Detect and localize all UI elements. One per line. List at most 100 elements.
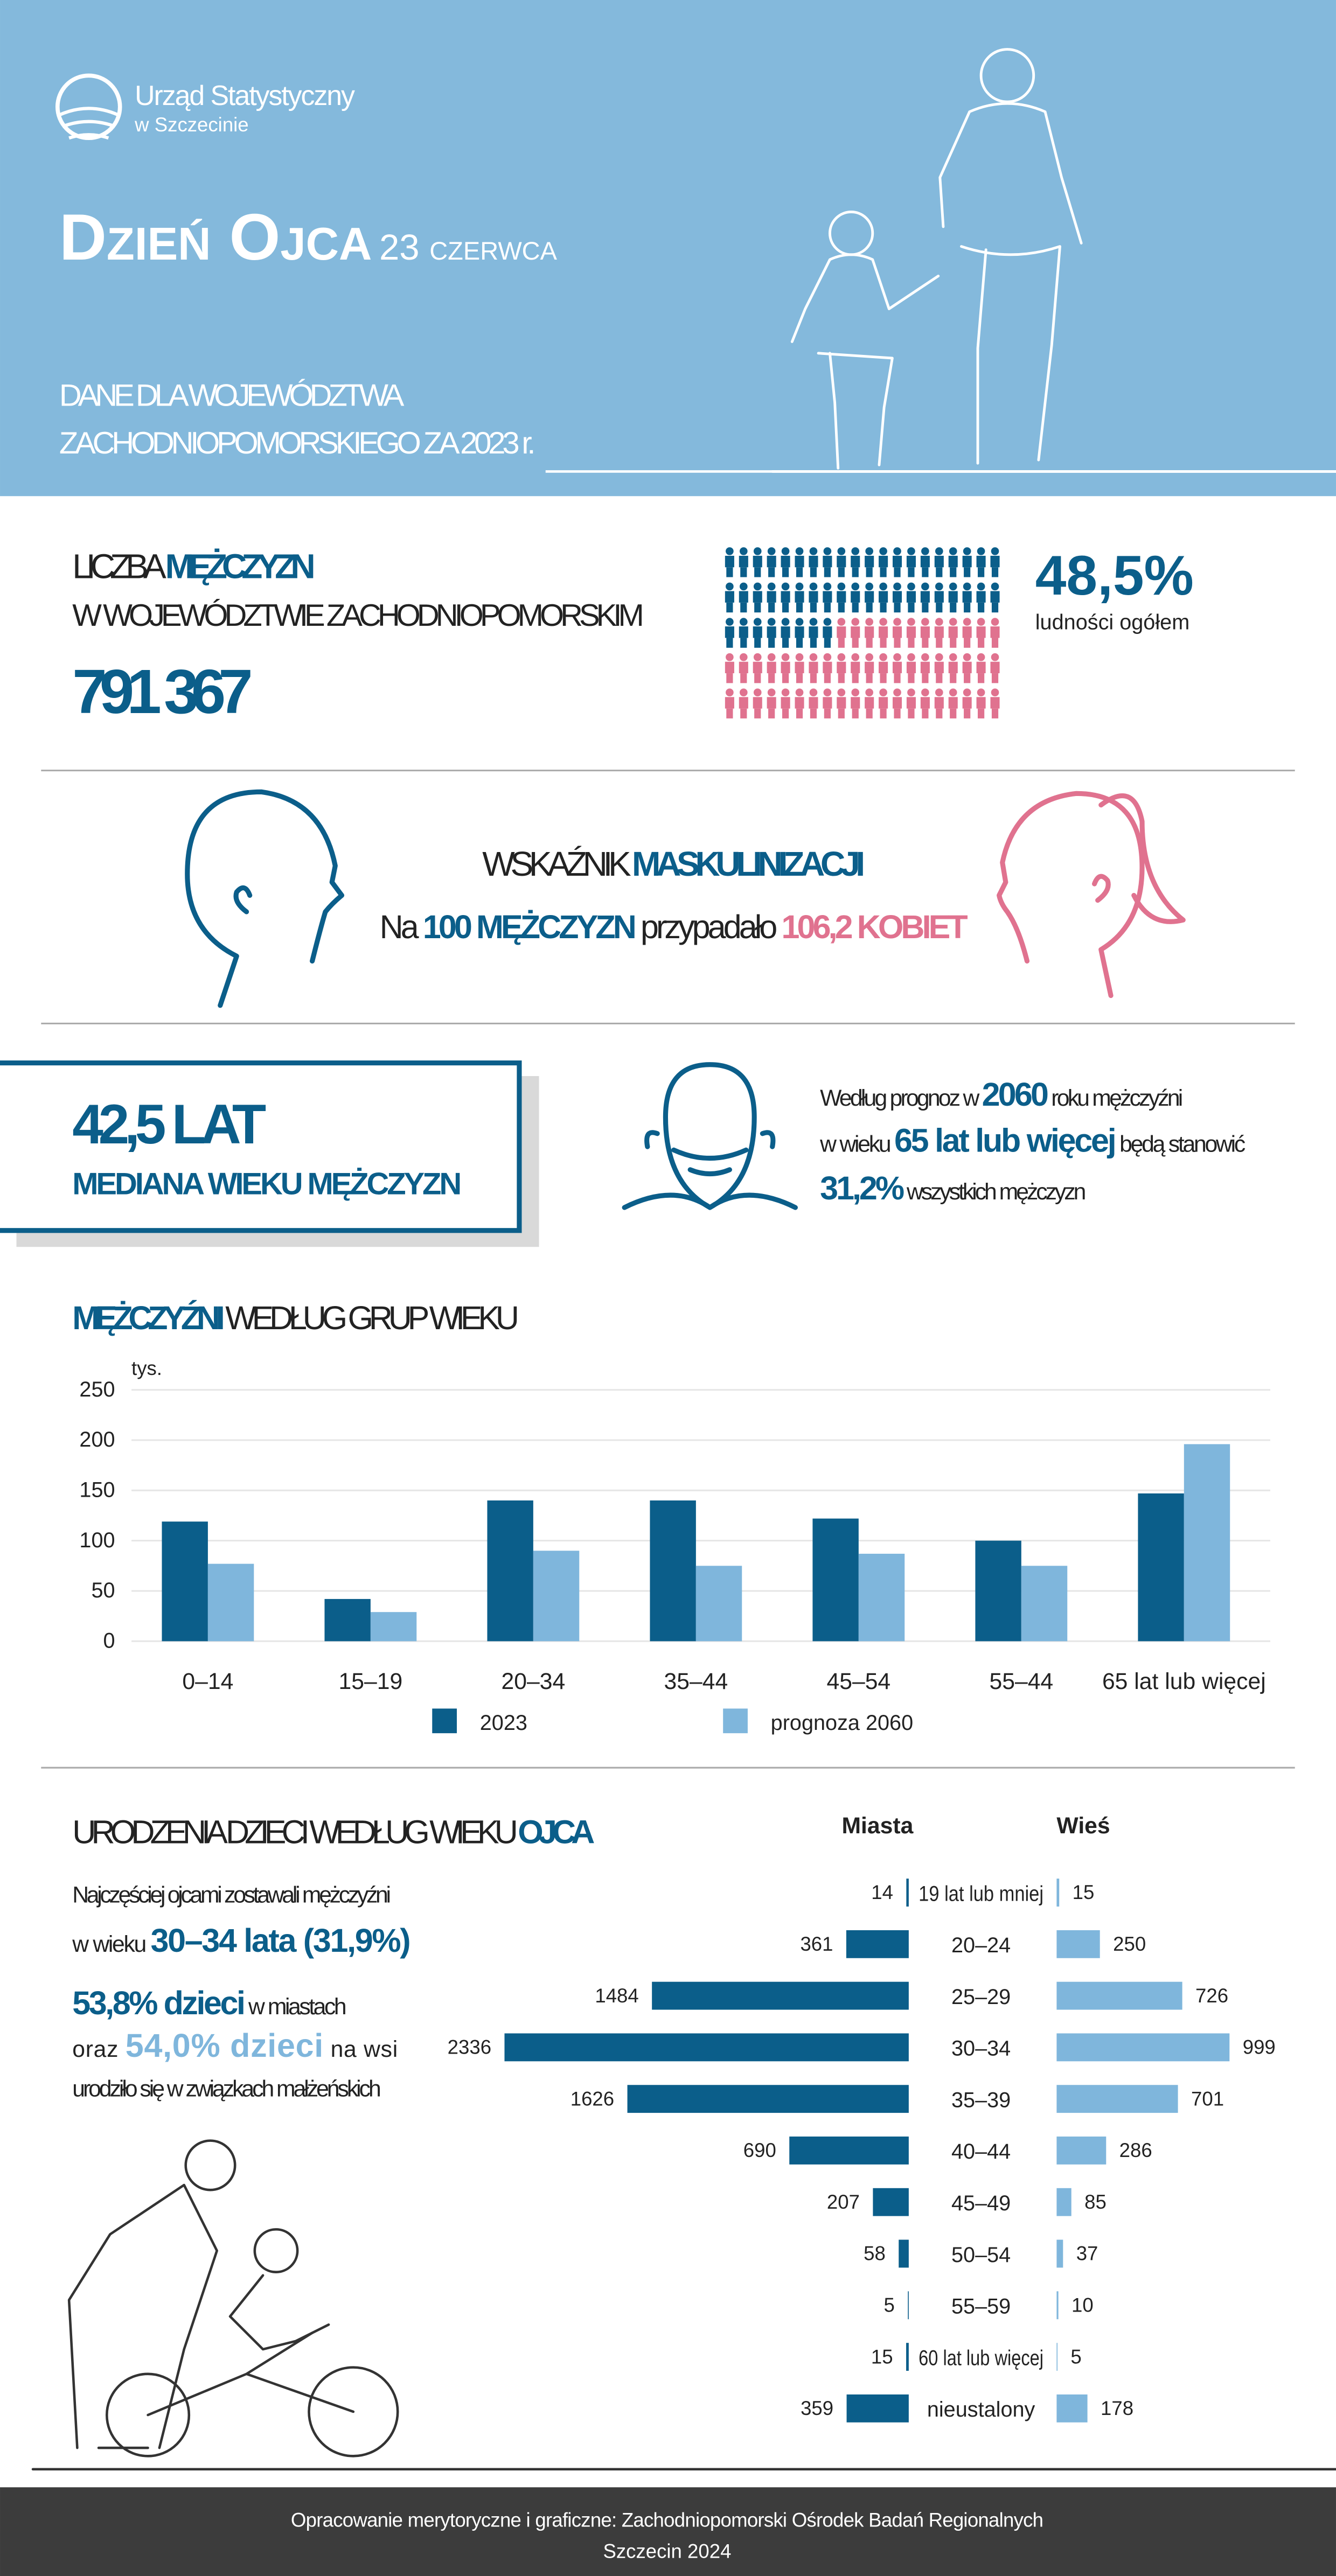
forecast-highlight: 31,2%: [820, 1170, 904, 1206]
bar: [1056, 2188, 1071, 2216]
person-legs: [782, 602, 789, 613]
person-legs: [977, 602, 985, 613]
men-heading-a: LICZBA: [72, 547, 166, 586]
person-legs: [768, 673, 775, 683]
bar: [1056, 2394, 1088, 2423]
value-label: 361: [800, 1933, 833, 1955]
person-legs: [936, 673, 943, 683]
person-body: [906, 591, 916, 603]
person-legs: [977, 638, 985, 648]
person-icon: [892, 618, 902, 648]
person-head: [949, 547, 957, 555]
person-head: [781, 653, 790, 661]
person-head: [795, 653, 804, 661]
person-body: [934, 555, 944, 568]
person-head: [809, 653, 818, 661]
person-legs: [964, 673, 971, 683]
person-body: [809, 555, 818, 568]
person-legs: [977, 673, 985, 683]
person-icon: [990, 547, 1000, 577]
person-icon: [948, 547, 958, 577]
person-body: [934, 661, 944, 674]
person-body: [781, 555, 790, 568]
person-head: [823, 547, 832, 555]
person-icon: [739, 653, 748, 683]
person-head: [726, 582, 734, 591]
person-body: [823, 555, 832, 568]
person-head: [949, 582, 957, 591]
person-icon: [767, 547, 776, 577]
person-icon: [795, 618, 804, 648]
median-box: [0, 1060, 522, 1233]
person-legs: [726, 602, 733, 613]
person-icon: [990, 653, 1000, 683]
person-legs: [726, 673, 733, 683]
person-head: [879, 618, 887, 626]
person-icon: [781, 653, 790, 683]
bar: [846, 1930, 909, 1958]
person-body: [753, 555, 762, 568]
subtitle: ZACHODNIOPOMORSKIEGO ZA 2023 r.: [59, 426, 536, 460]
person-head: [907, 582, 915, 591]
men-heading-b: MĘŻCZYZN: [165, 547, 316, 586]
person-icon: [976, 582, 986, 613]
y-tick-label: 50: [91, 1579, 115, 1602]
x-tick-label: 65 lat lub więcej: [1102, 1669, 1266, 1694]
forecast-text: roku mężczyźni: [1051, 1085, 1183, 1111]
person-body: [962, 591, 972, 603]
person-legs: [977, 567, 985, 577]
person-legs: [824, 673, 831, 683]
person-legs: [866, 567, 873, 577]
person-legs: [838, 708, 845, 718]
person-body: [851, 626, 860, 638]
person-head: [851, 618, 860, 626]
person-icon: [725, 547, 734, 577]
person-legs: [824, 638, 831, 648]
chart-title: URODZENIA DZIECI WEDŁUG WIEKU OJCA: [72, 1814, 595, 1851]
person-icon: [865, 688, 874, 718]
person-body: [948, 697, 958, 709]
person-icon: [962, 653, 972, 683]
person-legs: [894, 602, 901, 613]
person-legs: [796, 638, 803, 648]
person-legs: [991, 638, 999, 648]
bar: [789, 2137, 909, 2165]
person-legs: [782, 567, 789, 577]
person-icon: [892, 653, 902, 683]
person-icon: [767, 618, 776, 648]
person-legs: [852, 567, 859, 577]
value-label: 5: [884, 2294, 895, 2316]
person-body: [739, 697, 748, 709]
person-head: [865, 688, 873, 697]
bar: [1056, 2291, 1059, 2320]
person-head: [767, 618, 776, 626]
person-icon: [976, 653, 986, 683]
person-head: [907, 688, 915, 697]
person-body: [920, 661, 930, 674]
person-legs: [950, 638, 957, 648]
y-tick-label: 250: [79, 1378, 115, 1401]
person-body: [865, 555, 874, 568]
person-head: [935, 618, 943, 626]
note-highlight: 30–34 lata (31,9%): [150, 1922, 410, 1959]
bar: [1056, 2239, 1063, 2268]
person-icon: [948, 653, 958, 683]
person-icon: [767, 653, 776, 683]
value-label: 2336: [448, 2036, 491, 2058]
category-label: 30–34: [951, 2037, 1011, 2061]
note-text: oraz: [72, 2036, 118, 2062]
person-head: [865, 582, 873, 591]
value-label: 58: [864, 2243, 886, 2265]
person-icon: [962, 582, 972, 613]
person-legs: [866, 708, 873, 718]
person-body: [865, 591, 874, 603]
men-heading: LICZBA MĘŻCZYZN: [72, 547, 315, 586]
org-name: Urząd Statystyczny: [135, 80, 355, 111]
x-tick-label: 15–19: [339, 1669, 403, 1694]
person-body: [781, 591, 790, 603]
person-icon: [781, 688, 790, 718]
person-head: [921, 582, 929, 591]
person-icon: [753, 582, 762, 613]
person-legs: [740, 602, 747, 613]
person-icon: [781, 618, 790, 648]
